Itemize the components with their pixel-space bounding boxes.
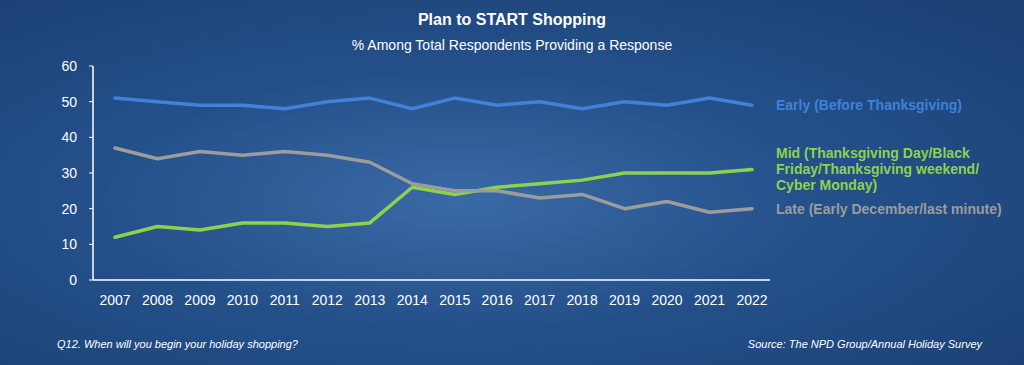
x-tick-label: 2020 [651,292,682,308]
subtitle: % Among Total Respondents Providing a Re… [352,37,673,53]
x-tick-label: 2021 [694,292,725,308]
y-tick-label: 60 [61,58,77,74]
y-tick-label: 40 [61,129,77,145]
series-line [115,98,752,109]
y-tick-label: 0 [69,272,77,288]
x-tick-label: 2022 [736,292,767,308]
x-tick-label: 2018 [567,292,598,308]
series-line [115,148,752,212]
x-tick-label: 2007 [99,292,130,308]
x-tick-label: 2008 [142,292,173,308]
plot-area [115,98,752,237]
y-tick-label: 30 [61,165,77,181]
question-note: Q12. When will you begin your holiday sh… [57,338,298,350]
legend-label: Early (Before Thanksgiving) [776,97,1011,113]
x-tick-label: 2014 [397,292,428,308]
x-tick-label: 2019 [609,292,640,308]
y-tick-label: 50 [61,94,77,110]
x-tick-label: 2013 [354,292,385,308]
y-axis [92,66,94,280]
source-note: Source: The NPD Group/Annual Holiday Sur… [748,338,982,350]
chart-stage: Plan to START Shopping % Among Total Resp… [0,0,1024,365]
x-tick-label: 2015 [439,292,470,308]
legend-label: Mid (Thanksgiving Day/Black Friday/Thank… [776,145,1011,193]
x-axis [93,279,770,281]
x-tick-label: 2009 [184,292,215,308]
y-tick-label: 10 [61,236,77,252]
x-tick-label: 2012 [312,292,343,308]
y-tick-label: 20 [61,201,77,217]
x-tick-label: 2010 [227,292,258,308]
x-tick-label: 2011 [270,292,300,308]
x-tick-label: 2016 [482,292,513,308]
title: Plan to START Shopping [418,11,606,28]
x-tick-label: 2017 [524,292,555,308]
legend-label: Late (Early December/last minute) [776,201,1011,217]
